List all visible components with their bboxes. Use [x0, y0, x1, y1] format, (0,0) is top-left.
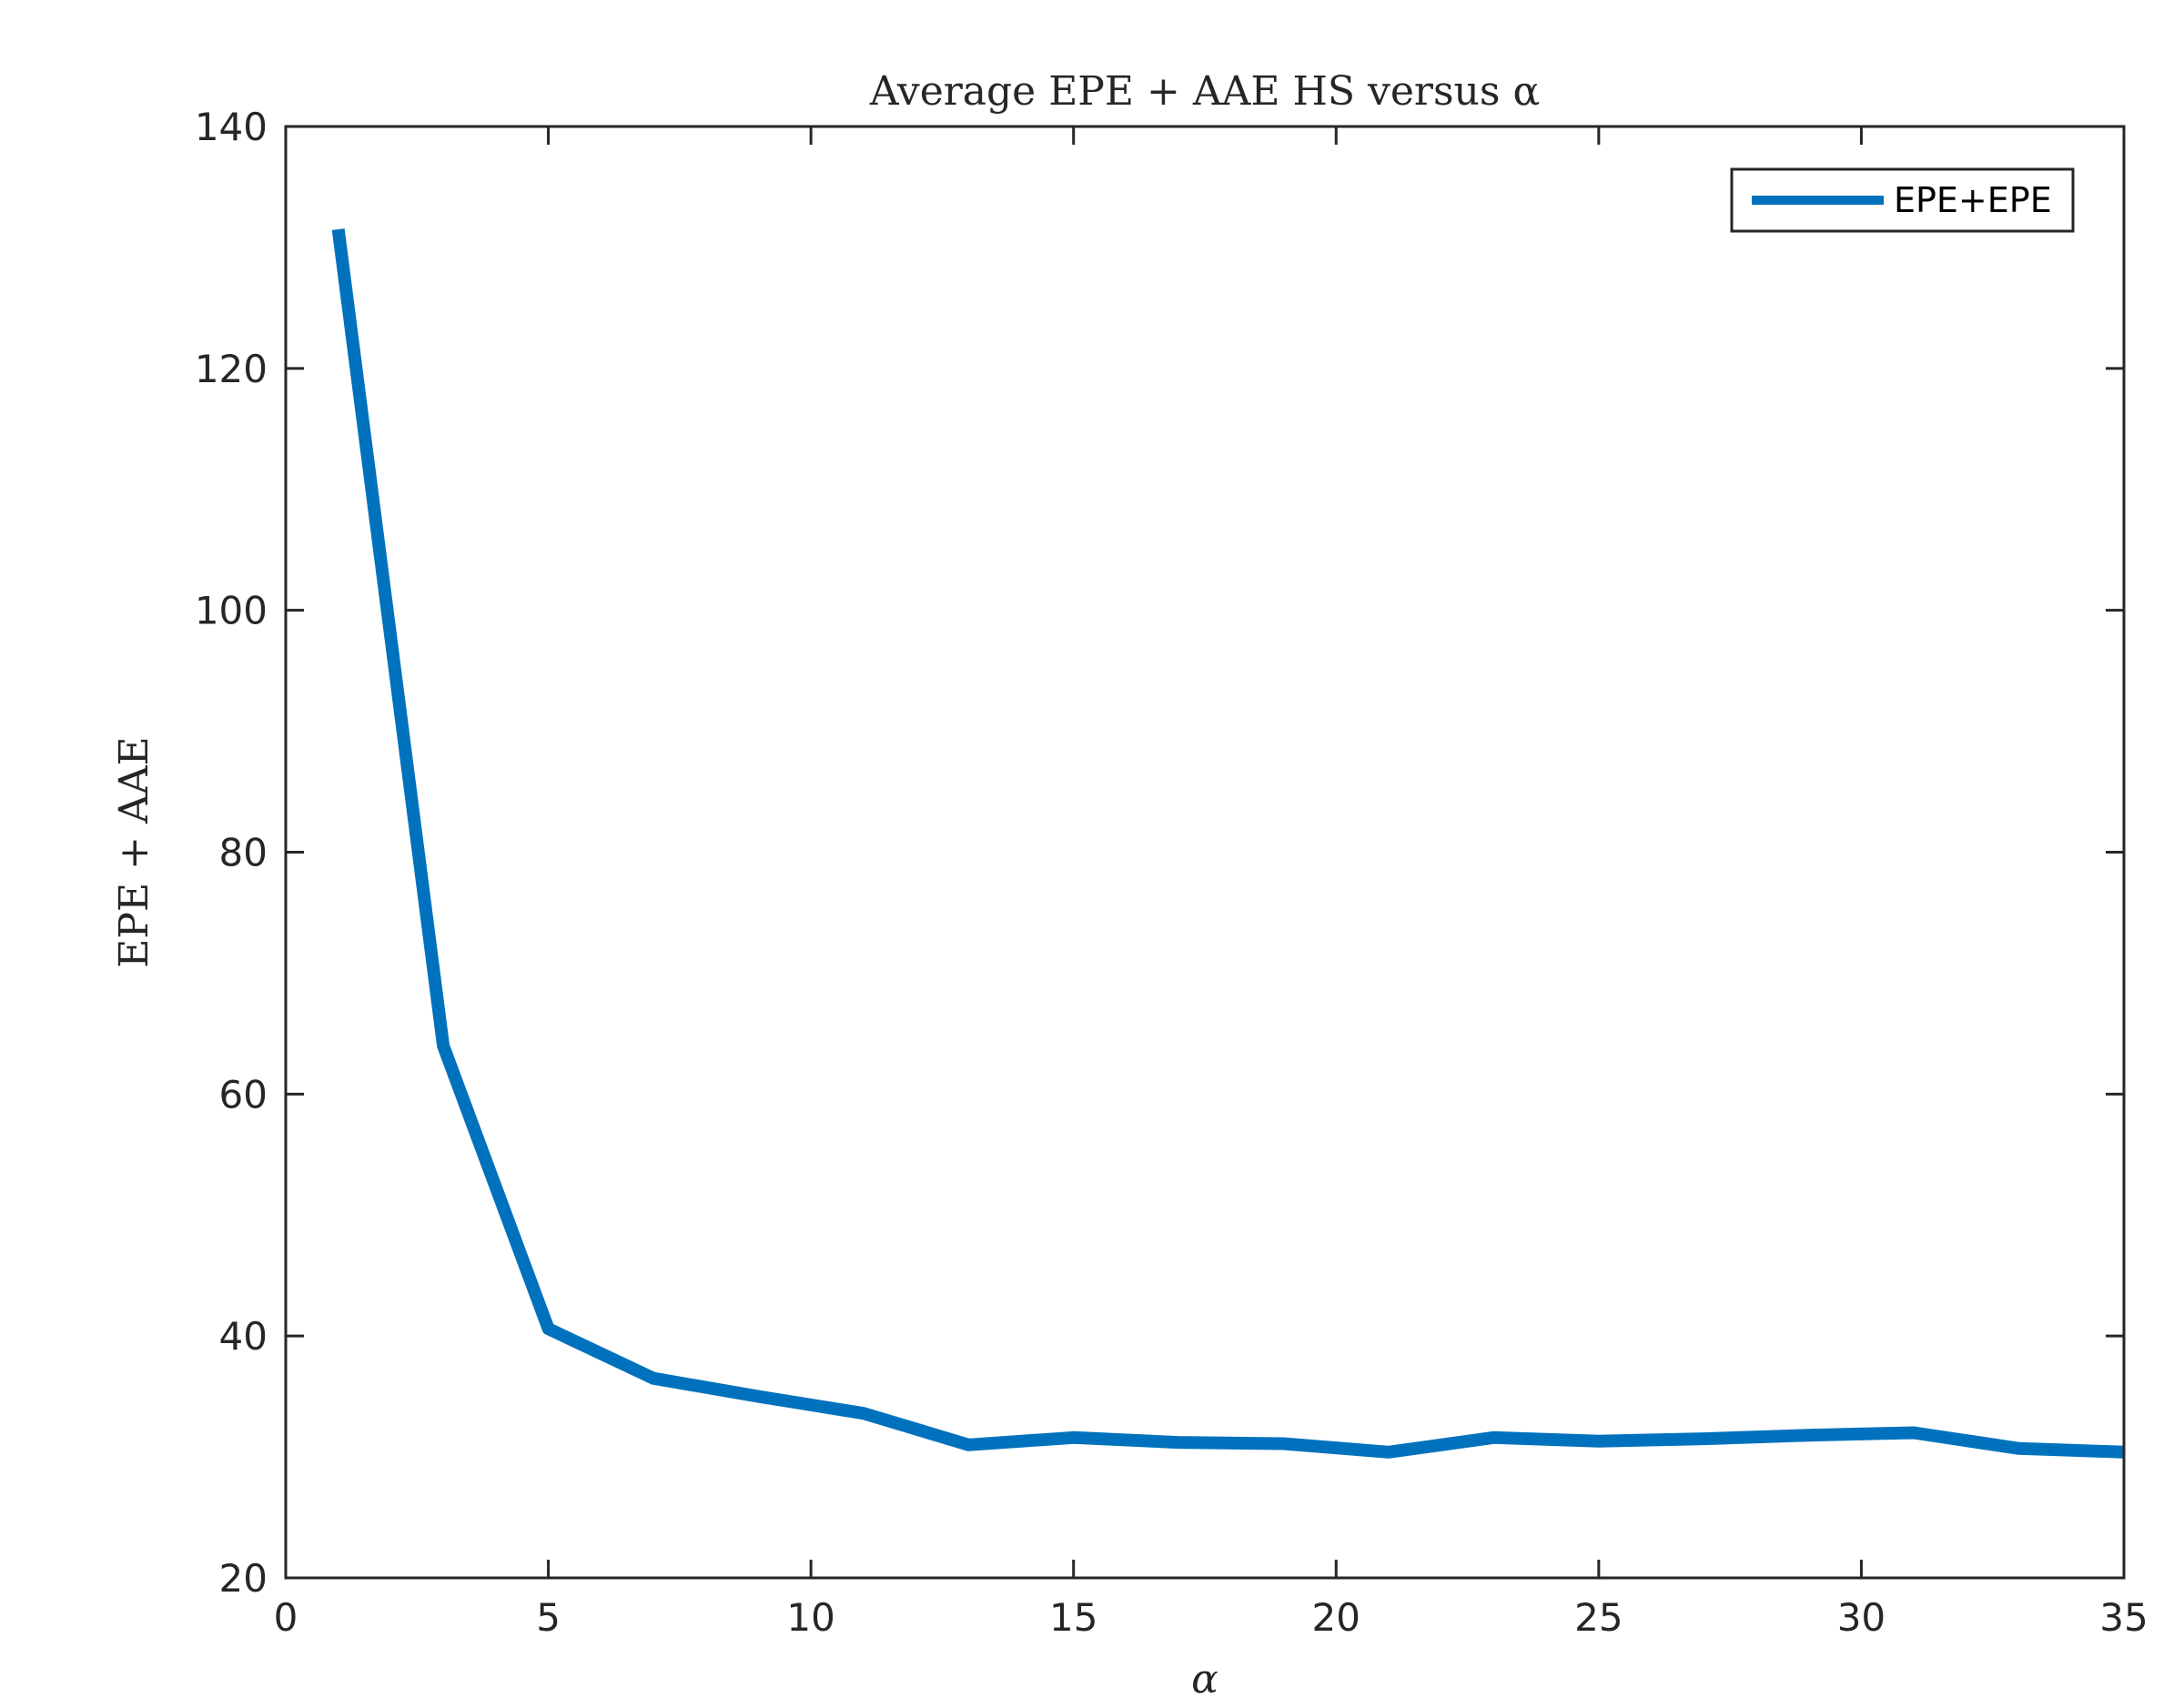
- y-tick-label: 100: [195, 589, 268, 633]
- y-tick-label: 20: [219, 1556, 268, 1601]
- x-axis-label: α: [1191, 1656, 1218, 1698]
- x-tick-label: 5: [536, 1595, 561, 1640]
- chart-title: Average EPE + AAE HS versus α: [869, 68, 1540, 115]
- y-tick-label: 40: [219, 1314, 268, 1359]
- y-tick-label: 140: [195, 105, 268, 149]
- x-tick-label: 25: [1574, 1595, 1623, 1640]
- legend: EPE+EPE: [1730, 167, 2075, 233]
- series-layer: [331, 228, 2125, 1459]
- y-tick-label: 80: [219, 831, 268, 875]
- x-tick-label: 10: [786, 1595, 834, 1640]
- y-tick-label: 120: [195, 347, 268, 391]
- x-tick-label: 35: [2099, 1595, 2148, 1640]
- x-tick-label: 30: [1837, 1595, 1886, 1640]
- legend-label: EPE+EPE: [1894, 180, 2052, 220]
- x-tick-label: 20: [1312, 1595, 1360, 1640]
- x-tick-label: 15: [1049, 1595, 1097, 1640]
- x-tick-label: 0: [274, 1595, 298, 1640]
- plot-area: [286, 126, 2124, 1578]
- y-tick-label: 60: [219, 1072, 268, 1117]
- series-line-0: [331, 228, 2125, 1459]
- y-axis-label: EPE + AAE: [111, 736, 157, 967]
- ticks-layer: 0 5 10 15 20 25 30 35 20 40 60 80 100 120 140: [195, 105, 2149, 1640]
